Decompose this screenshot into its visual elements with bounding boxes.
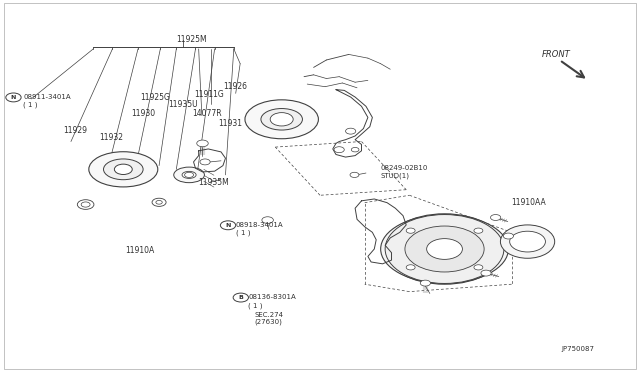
Ellipse shape xyxy=(182,171,196,179)
Circle shape xyxy=(220,221,236,230)
Circle shape xyxy=(509,231,545,252)
Ellipse shape xyxy=(89,152,158,187)
Text: 11935M: 11935M xyxy=(198,178,229,187)
Ellipse shape xyxy=(173,167,204,183)
Ellipse shape xyxy=(104,159,143,180)
Text: 11926: 11926 xyxy=(223,82,247,91)
Text: 11931: 11931 xyxy=(218,119,242,128)
Circle shape xyxy=(385,215,504,283)
Text: 11910AA: 11910AA xyxy=(511,198,547,207)
Circle shape xyxy=(490,215,500,221)
Circle shape xyxy=(270,113,293,126)
Circle shape xyxy=(474,228,483,233)
Text: 11925M: 11925M xyxy=(176,35,207,44)
Circle shape xyxy=(152,198,166,206)
Text: 08136-8301A: 08136-8301A xyxy=(248,294,296,300)
Circle shape xyxy=(81,202,90,207)
Circle shape xyxy=(351,147,359,152)
Circle shape xyxy=(420,280,431,286)
Circle shape xyxy=(384,214,505,284)
Circle shape xyxy=(200,159,210,165)
Circle shape xyxy=(474,265,483,270)
Text: JP750087: JP750087 xyxy=(561,346,595,352)
Text: 14077R: 14077R xyxy=(192,109,222,118)
Text: 11935U: 11935U xyxy=(168,100,198,109)
Circle shape xyxy=(406,228,415,233)
Text: FRONT: FRONT xyxy=(542,50,571,59)
Text: ( 1 ): ( 1 ) xyxy=(23,102,38,109)
Text: 11910A: 11910A xyxy=(125,246,154,255)
Circle shape xyxy=(427,238,463,259)
Circle shape xyxy=(77,200,94,209)
Ellipse shape xyxy=(381,215,508,283)
Circle shape xyxy=(503,233,513,239)
Circle shape xyxy=(184,172,193,177)
Circle shape xyxy=(6,93,21,102)
Text: 11929: 11929 xyxy=(63,126,87,135)
Text: N: N xyxy=(225,223,231,228)
Circle shape xyxy=(406,227,483,271)
Ellipse shape xyxy=(245,100,319,139)
Circle shape xyxy=(196,140,208,147)
Text: N: N xyxy=(11,95,16,100)
Circle shape xyxy=(115,164,132,174)
Text: SEC.274: SEC.274 xyxy=(255,312,284,318)
Circle shape xyxy=(233,293,248,302)
Circle shape xyxy=(350,172,359,177)
Circle shape xyxy=(346,128,356,134)
Text: 11930: 11930 xyxy=(132,109,156,118)
Circle shape xyxy=(334,147,344,153)
Ellipse shape xyxy=(500,225,555,258)
Text: ( 1 ): ( 1 ) xyxy=(236,230,250,236)
Text: 11911G: 11911G xyxy=(194,90,224,99)
Text: STUD(1): STUD(1) xyxy=(381,172,410,179)
Circle shape xyxy=(481,270,491,276)
Circle shape xyxy=(405,226,484,272)
Circle shape xyxy=(156,201,163,204)
Text: ( 1 ): ( 1 ) xyxy=(248,302,263,309)
Text: B: B xyxy=(238,295,243,300)
Text: (27630): (27630) xyxy=(255,319,283,325)
Ellipse shape xyxy=(261,109,303,130)
Text: 08911-3401A: 08911-3401A xyxy=(23,94,70,100)
Text: 08249-02B10: 08249-02B10 xyxy=(381,165,428,171)
Circle shape xyxy=(406,265,415,270)
Text: 08918-3401A: 08918-3401A xyxy=(236,222,284,228)
Text: 11925G: 11925G xyxy=(140,93,170,102)
Circle shape xyxy=(262,217,273,224)
Text: 11932: 11932 xyxy=(100,133,124,142)
Circle shape xyxy=(429,240,461,258)
